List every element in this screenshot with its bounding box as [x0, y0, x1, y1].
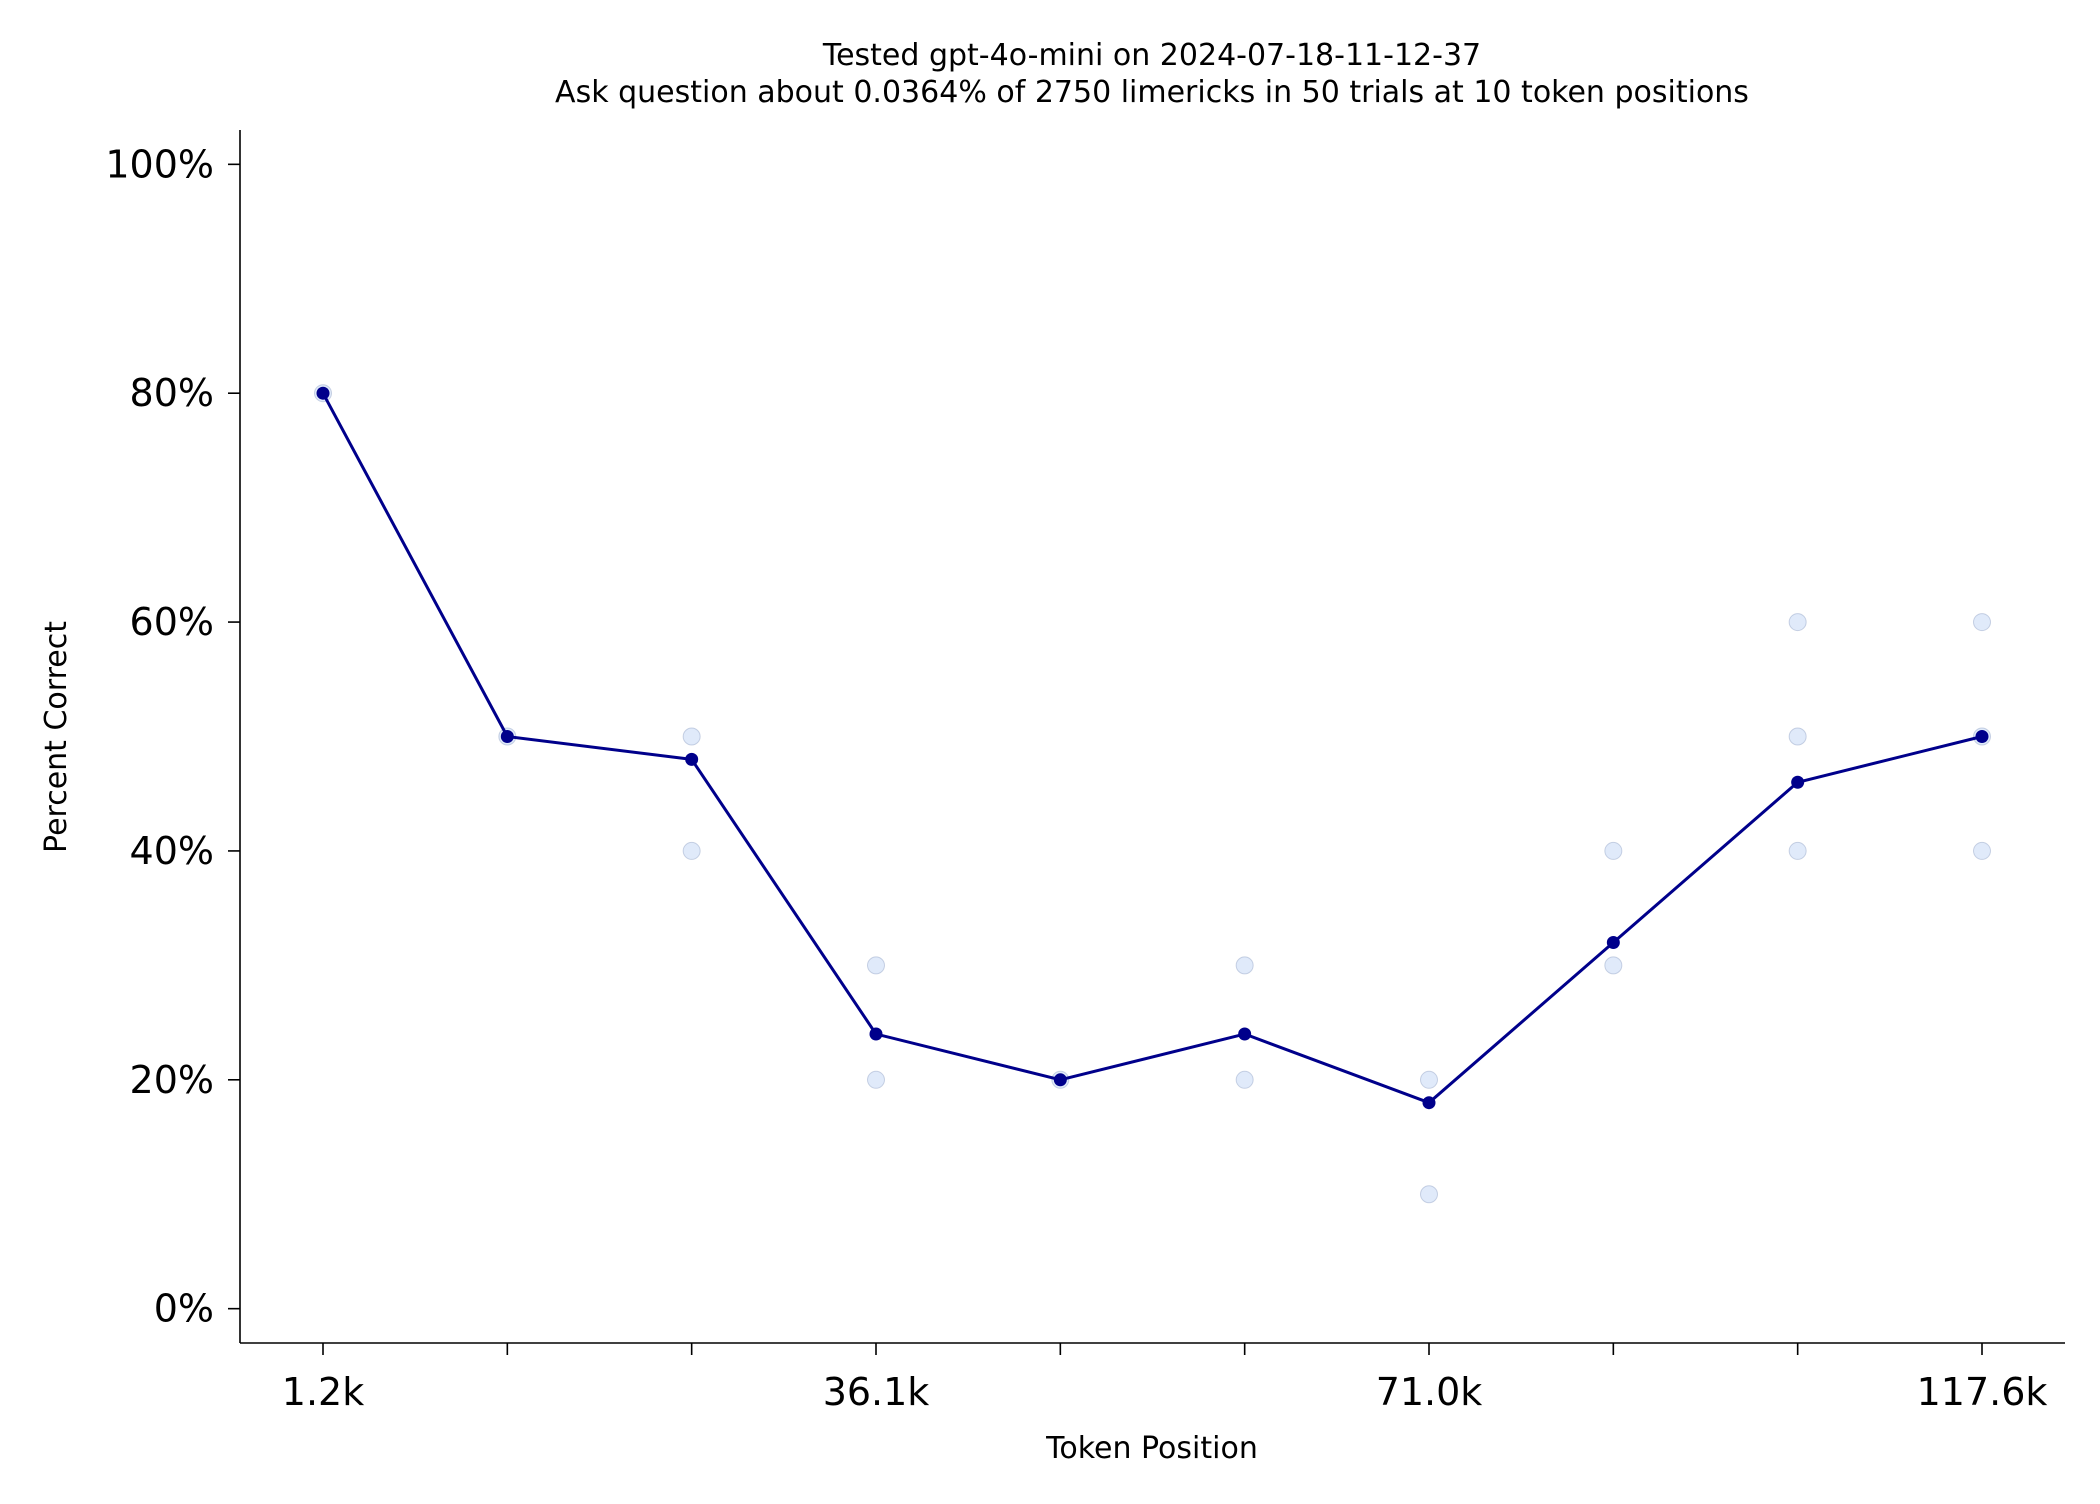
series-point [500, 730, 514, 743]
trial-point [682, 841, 701, 860]
series-point [685, 752, 699, 766]
trial-point [1604, 841, 1623, 860]
x-tick-label: 71.0k [1376, 1370, 1483, 1414]
x-axis-label: Token Position [1045, 1431, 1258, 1466]
x-ticks: 1.2k 36.1k 71.0k 117.6k [282, 1343, 2048, 1414]
trial-point [1973, 613, 1991, 632]
series-line-group [321, 392, 1983, 1105]
trial-point [1420, 1070, 1438, 1089]
chart-title: Tested gpt-4o-mini on 2024-07-18-11-12-3… [822, 38, 1481, 73]
y-ticks: 0% 20% 40% 60% 80% 100% [105, 142, 240, 1331]
series-points [316, 386, 1989, 1110]
x-tick-label: 117.6k [1917, 1370, 2048, 1414]
series-line [321, 392, 1983, 1105]
trial-point [1788, 841, 1807, 860]
trial-points [314, 384, 1991, 1204]
y-tick-label: 20% [130, 1058, 214, 1102]
trial-point [1604, 956, 1623, 975]
trial-point [1788, 727, 1807, 746]
series-point [1053, 1073, 1067, 1087]
trial-point [867, 1070, 885, 1089]
series-point [1238, 1027, 1252, 1041]
trial-point [1973, 841, 1991, 860]
series-point [1422, 1096, 1436, 1110]
trial-point [1235, 956, 1254, 975]
series-point [316, 386, 330, 400]
y-tick-label: 0% [154, 1287, 214, 1331]
y-tick-label: 60% [130, 600, 214, 644]
chart-subtitle: Ask question about 0.0364% of 2750 limer… [555, 75, 1749, 110]
trial-point [867, 956, 885, 975]
trial-point [1420, 1185, 1438, 1204]
series-point [1975, 730, 1989, 743]
y-tick-label: 80% [130, 371, 214, 415]
series-point [1606, 935, 1620, 949]
x-tick-label: 1.2k [282, 1370, 364, 1414]
series-point [1791, 775, 1805, 789]
trial-point [1788, 613, 1807, 632]
trial-point [682, 727, 701, 746]
trial-point [1235, 1070, 1254, 1089]
series-point [869, 1027, 883, 1041]
y-axis-label: Percent Correct [39, 621, 74, 853]
x-tick-label: 36.1k [823, 1370, 930, 1414]
y-tick-label: 100% [105, 142, 214, 186]
y-tick-label: 40% [130, 829, 214, 873]
